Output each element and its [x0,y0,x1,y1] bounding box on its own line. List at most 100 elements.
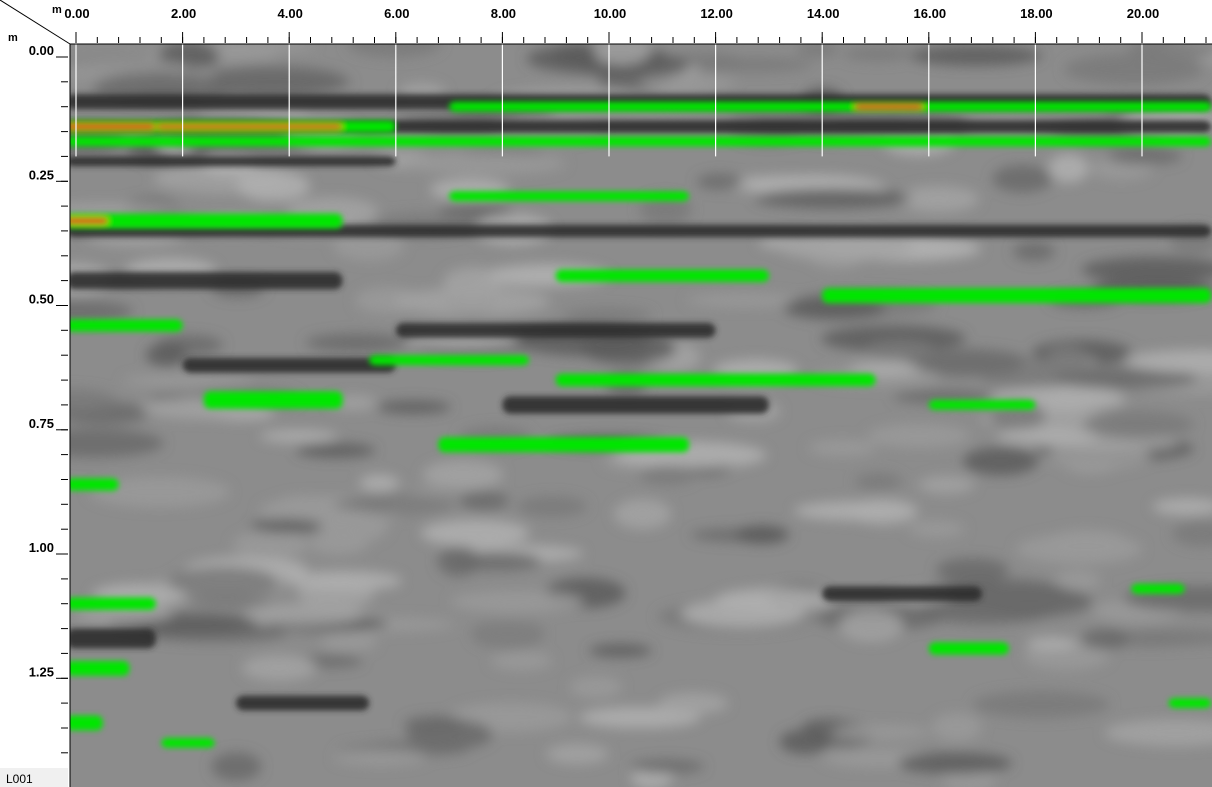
peak-reflection [854,104,924,110]
texture-blob [905,348,1030,377]
x-tick-label: 20.00 [1127,6,1160,21]
texture-blob [70,428,164,458]
x-tick-label: 4.00 [278,6,303,21]
y-tick-label: 0.00 [29,43,54,58]
reflection-band [1131,583,1185,594]
x-tick-label: 14.00 [807,6,840,21]
peak-reflection [70,218,108,224]
texture-blob [459,491,510,511]
texture-blob [908,520,965,538]
texture-blob [569,676,623,699]
peak-reflection [70,123,156,130]
texture-blob [897,186,979,213]
reflection-band [70,660,130,676]
texture-blob [347,44,442,58]
texture-blob [422,460,504,490]
texture-blob [407,152,566,175]
y-axis: 0.000.250.500.751.001.251.50 [29,43,68,779]
texture-blob [333,230,405,261]
texture-blob [579,706,701,729]
texture-blob [244,603,365,626]
texture-blob [450,590,584,613]
texture-blob [996,428,1099,445]
texture-blob [305,333,407,353]
reflection-band [438,437,689,453]
x-tick-label: 16.00 [914,6,947,21]
texture-blob [1064,53,1204,85]
texture-blob [639,75,735,91]
texture-blob [935,558,1010,582]
dark-band [822,586,983,602]
texture-blob [562,308,653,323]
dark-band [70,156,396,167]
texture-blob [275,495,330,514]
texture-blob [1083,410,1194,439]
reflection-band [70,319,183,332]
texture-blob [321,511,388,543]
y-unit-label: m [8,32,18,44]
texture-blob [981,370,1074,388]
texture-blob [831,725,931,740]
texture-blob [320,632,377,652]
texture-blob [839,610,904,642]
texture-blob [1171,520,1212,547]
texture-blob [70,388,116,413]
texture-blob [867,423,971,448]
texture-blob [420,519,530,547]
texture-blob [854,472,903,491]
texture-blob [942,769,997,787]
texture-blob [796,44,839,58]
texture-blob [735,525,790,545]
texture-blob [918,476,975,494]
texture-blob [1127,44,1212,62]
texture-blob [1054,570,1101,590]
texture-blob [909,45,1043,66]
texture-blob [211,752,262,781]
texture-blob [639,195,692,225]
texture-blob [516,496,588,517]
dark-band [235,695,370,711]
texture-blob [1015,359,1102,372]
texture-blob [1026,637,1078,650]
texture-blob [842,46,913,62]
texture-blob [686,293,802,308]
texture-blob [588,643,653,658]
texture-blob [613,498,672,530]
x-unit-label: m [52,4,62,16]
texture-blob [992,165,1053,193]
texture-blob [70,300,134,322]
texture-blob [1048,153,1089,183]
texture-blob [897,752,1013,774]
reflection-band [70,213,343,229]
texture-blob [359,474,400,492]
texture-blob [962,447,1039,476]
texture-blob [188,596,271,609]
texture-blob [406,719,493,750]
reflection-band [369,355,529,366]
texture-blob [302,654,363,668]
texture-blob [490,651,553,671]
positive-reflections [70,101,1212,748]
dark-band [502,396,769,414]
x-tick-label: 0.00 [64,6,89,21]
texture-blob [808,439,877,457]
corner-diagonal [0,0,71,45]
texture-blob [89,476,230,508]
texture-blob [471,618,545,650]
texture-blob [753,188,912,208]
x-axis: 0.00 2.00 4.00 6.00 8.00 10.00 12.00 14.00 16.00… [64,6,1207,43]
texture-blob [375,400,452,414]
reflection-band [555,373,876,387]
texture-blob [776,232,914,261]
reflection-band [928,399,1036,410]
line-id-box [0,768,68,787]
reflection-band [203,391,343,409]
x-tick-label: 10.00 [594,6,627,21]
peak-reflection [155,124,343,130]
reflection-band [928,642,1009,655]
texture-blob [393,287,551,316]
texture-blob [334,498,392,511]
texture-blob [1054,367,1198,389]
texture-blob [1152,498,1212,515]
